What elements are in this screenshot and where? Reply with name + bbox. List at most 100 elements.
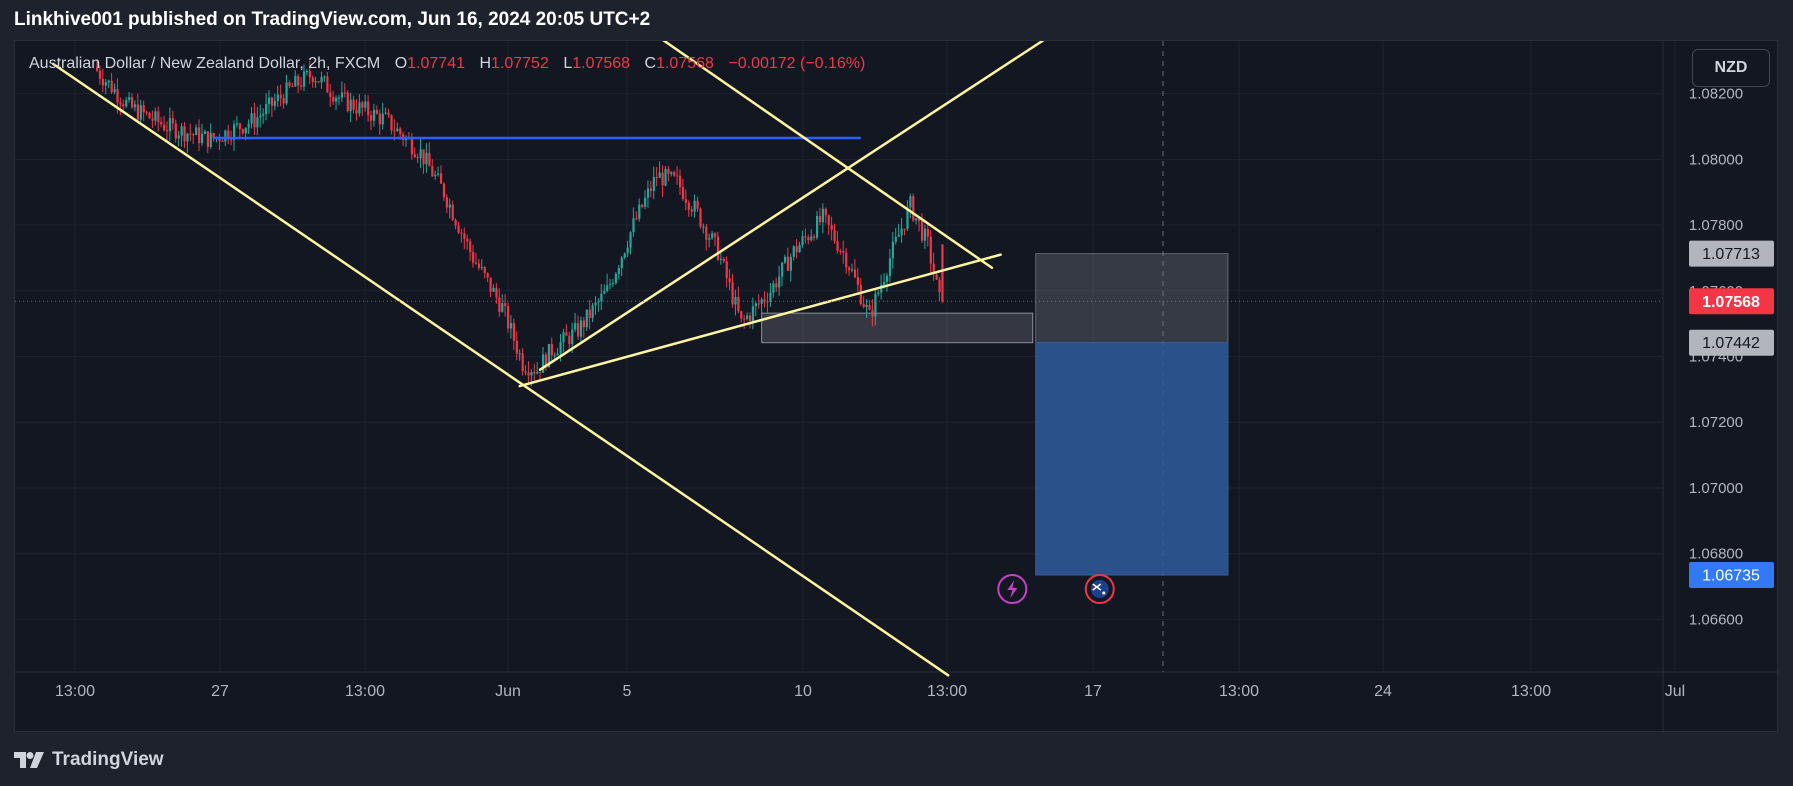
candle-body[interactable] [664, 169, 667, 186]
candle-body[interactable] [297, 76, 300, 86]
candle-body[interactable] [139, 105, 142, 120]
candle-body[interactable] [591, 305, 594, 319]
candle-body[interactable] [256, 117, 259, 128]
candle-body[interactable] [539, 371, 542, 373]
candle-body[interactable] [909, 196, 912, 208]
candle-body[interactable] [480, 267, 483, 269]
candle-body[interactable] [810, 236, 813, 241]
candle-body[interactable] [116, 89, 119, 103]
candle-body[interactable] [804, 236, 807, 238]
candle-body[interactable] [285, 82, 288, 104]
candle-body[interactable] [352, 99, 355, 110]
candle-body[interactable] [151, 118, 154, 121]
candle-body[interactable] [923, 228, 927, 241]
candle-body[interactable] [507, 305, 510, 329]
candle-body[interactable] [571, 329, 574, 345]
candle-body[interactable] [903, 228, 906, 230]
candle-body[interactable] [751, 306, 755, 321]
candle-body[interactable] [154, 111, 157, 121]
candle-body[interactable] [530, 371, 533, 376]
candle-body[interactable] [133, 104, 137, 108]
candle-body[interactable] [119, 102, 122, 105]
candle-body[interactable] [850, 269, 854, 271]
candle-body[interactable] [343, 92, 346, 94]
trend-line[interactable] [52, 62, 950, 677]
candle-body[interactable] [302, 71, 306, 87]
candle-body[interactable] [827, 215, 830, 225]
candle-body[interactable] [326, 76, 329, 93]
candle-body[interactable] [556, 353, 559, 356]
candle-body[interactable] [439, 173, 443, 184]
candle-body[interactable] [308, 71, 311, 78]
candle-body[interactable] [897, 235, 900, 237]
tradingview-logo-icon[interactable] [14, 752, 44, 768]
candle-body[interactable] [98, 70, 102, 79]
candle-body[interactable] [437, 173, 440, 175]
candle-body[interactable] [737, 297, 740, 312]
candle-body[interactable] [495, 287, 498, 298]
candle-body[interactable] [107, 80, 110, 83]
candle-body[interactable] [906, 207, 909, 229]
candle-body[interactable] [224, 130, 227, 142]
candle-body[interactable] [629, 232, 632, 248]
candle-body[interactable] [390, 114, 393, 131]
candle-body[interactable] [900, 228, 903, 236]
candle-body[interactable] [760, 299, 763, 304]
candle-body[interactable] [340, 92, 344, 98]
candle-body[interactable] [769, 292, 772, 302]
candle-body[interactable] [527, 372, 530, 376]
candle-body[interactable] [498, 297, 501, 312]
candle-body[interactable] [646, 188, 650, 198]
candle-body[interactable] [384, 112, 387, 114]
candle-body[interactable] [238, 123, 242, 130]
candle-body[interactable] [128, 97, 131, 101]
candle-body[interactable] [818, 215, 822, 223]
candle-body[interactable] [830, 224, 833, 230]
candle-body[interactable] [305, 71, 309, 73]
candle-body[interactable] [472, 252, 475, 263]
candle-body[interactable] [483, 267, 486, 274]
candle-body[interactable] [230, 139, 233, 141]
candle-body[interactable] [110, 80, 113, 93]
candle-body[interactable] [512, 323, 516, 341]
candle-body[interactable] [349, 99, 352, 111]
candle-body[interactable] [792, 246, 795, 257]
candle-body[interactable] [702, 226, 705, 228]
candle-body[interactable] [320, 76, 323, 83]
candle-body[interactable] [888, 258, 892, 276]
candle-body[interactable] [198, 127, 201, 143]
candle-body[interactable] [273, 101, 277, 106]
candle-body[interactable] [410, 138, 414, 155]
candle-body[interactable] [157, 111, 160, 122]
candle-body[interactable] [291, 86, 294, 88]
candle-body[interactable] [387, 112, 390, 115]
candle-body[interactable] [533, 371, 536, 374]
candle-body[interactable] [807, 237, 810, 241]
candle-body[interactable] [335, 97, 338, 102]
candle-body[interactable] [626, 247, 629, 254]
candle-body[interactable] [553, 355, 556, 357]
trend-line[interactable] [456, 41, 994, 270]
candle-body[interactable] [798, 245, 801, 253]
candle-body[interactable] [874, 293, 877, 317]
candle-body[interactable] [699, 208, 702, 227]
candle-body[interactable] [620, 257, 623, 269]
candle-body[interactable] [816, 215, 819, 238]
candle-body[interactable] [862, 304, 865, 308]
candle-body[interactable] [442, 183, 446, 198]
candle-body[interactable] [915, 218, 918, 221]
candle-body[interactable] [845, 252, 848, 268]
candle-body[interactable] [244, 127, 247, 134]
candle-body[interactable] [163, 124, 166, 131]
candle-body[interactable] [425, 152, 428, 165]
candle-body[interactable] [195, 127, 198, 135]
candle-body[interactable] [941, 244, 944, 302]
candle-body[interactable] [346, 92, 349, 111]
candle-body[interactable] [935, 274, 938, 280]
candle-body[interactable] [358, 102, 361, 114]
candle-body[interactable] [728, 278, 731, 283]
candle-body[interactable] [203, 131, 207, 134]
candle-body[interactable] [611, 283, 615, 285]
candle-body[interactable] [743, 318, 746, 320]
candle-body[interactable] [559, 342, 562, 354]
